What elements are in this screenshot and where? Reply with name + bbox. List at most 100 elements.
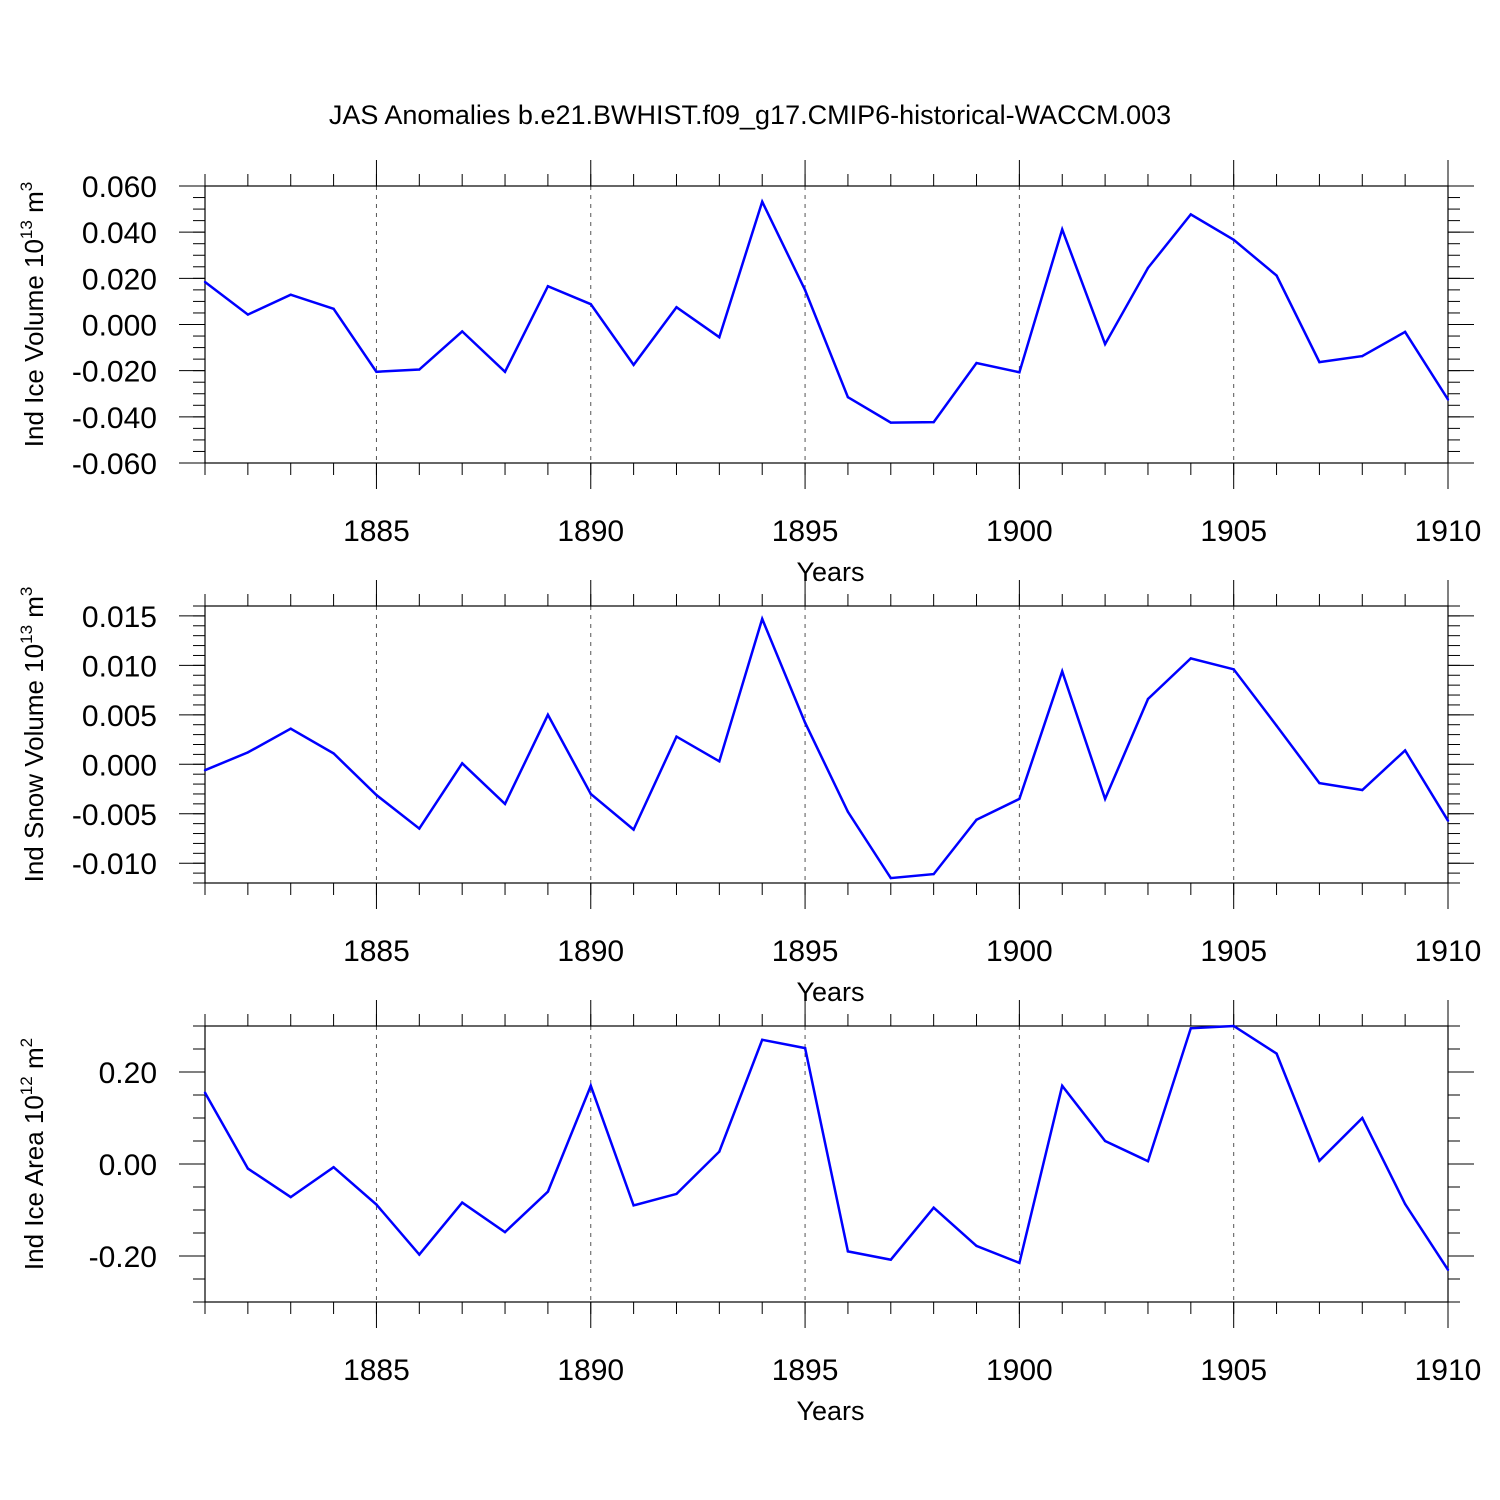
chart-panel-1: 1885 1890 1895 1900 1905 1910 Years 0.060 0.040 0…	[17, 160, 1481, 587]
data-point	[932, 872, 935, 876]
y-tick-label: 0.00	[99, 1149, 157, 1182]
series-line	[204, 615, 1450, 880]
x-tick-label: 1885	[343, 515, 410, 548]
y-tick-label: 0.020	[82, 263, 157, 296]
data-point	[1446, 819, 1450, 822]
y-tick-label: -0.20	[89, 1241, 157, 1274]
data-point	[1361, 788, 1364, 792]
data-point	[418, 827, 421, 830]
data-point	[632, 1204, 635, 1207]
data-point	[1318, 1159, 1321, 1162]
data-point	[761, 200, 764, 203]
y-tick-label: 0.010	[82, 650, 157, 683]
data-point	[332, 1166, 335, 1169]
data-point	[803, 1046, 807, 1050]
data-point	[1403, 749, 1407, 752]
data-point	[1361, 354, 1364, 358]
data-point	[932, 420, 935, 424]
x-tick-label: 1910	[1415, 1354, 1482, 1387]
data-point	[289, 727, 292, 730]
x-tick-label: 1895	[772, 515, 839, 548]
x-tick-label: 1900	[986, 1354, 1053, 1387]
data-point	[375, 793, 378, 797]
y-tick-label: -0.010	[72, 848, 157, 881]
data-point	[675, 1192, 678, 1196]
plot-frame	[204, 185, 1449, 464]
data-point	[246, 1167, 250, 1170]
data-point	[503, 1230, 507, 1234]
x-tick-label: 1890	[557, 1354, 624, 1387]
y-tick-label: -0.040	[72, 402, 157, 435]
data-point	[889, 876, 892, 880]
data-point	[1318, 781, 1321, 785]
data-point	[1275, 724, 1278, 727]
y-tick-label: 0.000	[82, 310, 157, 343]
data-point	[675, 735, 678, 738]
chart-title: JAS Anomalies b.e21.BWHIST.f09_g17.CMIP6…	[329, 100, 1171, 130]
data-point	[675, 305, 678, 309]
data-point	[632, 828, 635, 831]
data-point	[418, 368, 421, 371]
data-point	[1103, 797, 1107, 801]
x-tick-label: 1910	[1415, 515, 1482, 548]
data-point	[1146, 1160, 1150, 1163]
data-point	[589, 302, 592, 306]
data-point	[718, 1150, 721, 1153]
data-point	[203, 1091, 207, 1094]
x-axis-label: Years	[796, 977, 864, 1007]
data-point	[289, 293, 292, 296]
data-point	[1018, 1261, 1021, 1265]
x-tick-label: 1885	[343, 935, 410, 968]
y-axis-label: Ind Snow Volume 1013 m3	[17, 587, 49, 883]
x-tick-label: 1910	[1415, 935, 1482, 968]
data-point	[846, 396, 850, 399]
data-point	[246, 313, 250, 316]
y-tick-label: 0.040	[82, 217, 157, 250]
chart-panel-2: 1885 1890 1895 1900 1905 1910 Years 0.015 0.010 0…	[17, 580, 1481, 1007]
data-point	[761, 617, 764, 621]
x-tick-label: 1895	[772, 1354, 839, 1387]
data-point	[203, 769, 207, 772]
data-point	[1403, 330, 1407, 334]
data-point	[803, 288, 807, 292]
x-tick-label: 1890	[557, 935, 624, 968]
x-axis-label: Years	[796, 557, 864, 587]
data-point	[803, 721, 807, 724]
data-point	[589, 792, 592, 796]
data-point	[1275, 274, 1278, 277]
y-tick-label: 0.015	[82, 601, 157, 634]
data-point	[761, 1038, 764, 1042]
data-point	[1103, 342, 1107, 346]
series-line	[204, 198, 1450, 424]
x-tick-label: 1895	[772, 935, 839, 968]
data-point	[375, 1203, 378, 1206]
data-point	[1189, 1027, 1193, 1030]
y-axis-label: Ind Ice Area 1012 m2	[17, 1038, 49, 1270]
data-point	[718, 760, 721, 763]
chart-panel-3: 1885 1890 1895 1900 1905 1910 Years 0.20 0.00 -0.…	[17, 1000, 1481, 1426]
data-point	[460, 762, 464, 765]
data-point	[1275, 1052, 1278, 1055]
data-point	[503, 370, 507, 374]
data-point	[1061, 228, 1064, 231]
data-point	[589, 1084, 592, 1088]
data-point	[1232, 1024, 1235, 1028]
data-point	[1232, 668, 1235, 671]
data-point	[332, 307, 335, 311]
data-point	[1189, 657, 1193, 660]
data-point	[1318, 360, 1321, 364]
data-point	[1018, 797, 1021, 801]
series-line	[203, 1024, 1450, 1271]
y-tick-label: -0.020	[72, 356, 157, 389]
data-point	[1146, 266, 1150, 270]
data-point	[503, 802, 507, 806]
data-point	[1146, 697, 1150, 701]
y-tick-label: 0.000	[82, 749, 157, 782]
data-point	[846, 810, 850, 813]
y-tick-label: 0.20	[99, 1057, 157, 1090]
data-point	[1061, 670, 1064, 673]
data-point	[1103, 1139, 1107, 1143]
data-point	[1189, 213, 1193, 216]
data-point	[1361, 1116, 1364, 1120]
